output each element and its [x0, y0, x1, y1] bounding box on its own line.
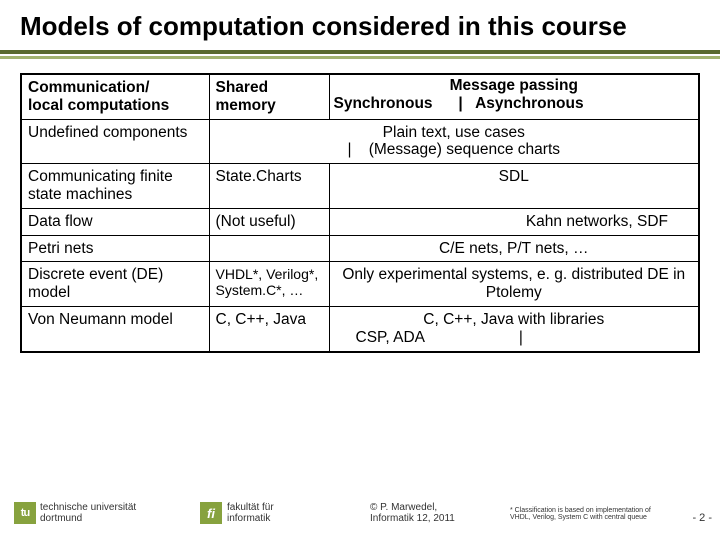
msg-sync: Synchronous — [334, 95, 433, 112]
tu-logo-icon: tu — [14, 502, 36, 524]
cell-r4c0: Petri nets — [21, 235, 209, 262]
cell-r5c0: Discrete event (DE) model — [21, 262, 209, 307]
cell-r0c1: Shared memory — [209, 74, 329, 119]
fi-text-line2: informatik — [227, 513, 274, 524]
footnote-line1: * Classification is based on implementat… — [510, 507, 680, 515]
msg-sep: | — [458, 95, 462, 112]
cell-r3c0: Data flow — [21, 208, 209, 235]
table-row: Von Neumann model C, C++, Java C, C++, J… — [21, 307, 699, 352]
table-row: Communicating finite state machines Stat… — [21, 164, 699, 209]
cell-r0c0: Communication/ local computations — [21, 74, 209, 119]
copyright-line1: © P. Marwedel, — [370, 502, 455, 513]
r1-line2: | (Message) sequence charts — [216, 141, 693, 159]
r1-line1: Plain text, use cases — [216, 124, 693, 142]
page-number: - 2 - — [692, 512, 712, 524]
title-rule-dark — [0, 50, 720, 54]
copyright-line2: Informatik 12, 2011 — [370, 513, 455, 524]
msg-passing-sub: Synchronous | Asynchronous — [330, 95, 699, 115]
fi-logo-text: fakultät für informatik — [227, 502, 274, 524]
fi-text-line1: fakultät für — [227, 502, 274, 513]
tu-text-line1: technische universität — [40, 502, 136, 513]
table-row: Discrete event (DE) model VHDL*, Verilog… — [21, 262, 699, 307]
fi-logo-icon: fi — [200, 502, 222, 524]
copyright: © P. Marwedel, Informatik 12, 2011 — [370, 502, 455, 524]
r6c2-line2: CSP, ADA | — [336, 329, 693, 347]
r6c2-line1: C, C++, Java with libraries — [336, 311, 693, 329]
footnote: * Classification is based on implementat… — [510, 507, 680, 522]
cell-r2c2: SDL — [329, 164, 699, 209]
table-row: Petri nets C/E nets, P/T nets, … — [21, 235, 699, 262]
cell-r2c0: Communicating finite state machines — [21, 164, 209, 209]
slide-title: Models of computation considered in this… — [0, 0, 720, 50]
table-row: Undefined components Plain text, use cas… — [21, 119, 699, 164]
cell-r0c2: Message passing Synchronous | Asynchrono… — [329, 74, 699, 119]
cell-r5c1: VHDL*, Verilog*, System.C*, … — [209, 262, 329, 307]
cell-r3c2: Kahn networks, SDF — [329, 208, 699, 235]
fi-logo: fi fakultät für informatik — [200, 502, 274, 524]
models-table: Communication/ local computations Shared… — [20, 73, 700, 353]
footnote-line2: VHDL, Verilog, System C with central que… — [510, 514, 680, 522]
cell-r4c1 — [209, 235, 329, 262]
tu-logo-text: technische universität dortmund — [40, 502, 136, 524]
footer: tu technische universität dortmund fi fa… — [0, 484, 720, 534]
cell-r6c2: C, C++, Java with libraries CSP, ADA | — [329, 307, 699, 352]
msg-async: Asynchronous — [475, 95, 584, 112]
table-row: Communication/ local computations Shared… — [21, 74, 699, 119]
table-row: Data flow (Not useful) Kahn networks, SD… — [21, 208, 699, 235]
cell-r4c2: C/E nets, P/T nets, … — [329, 235, 699, 262]
cell-r6c1: C, C++, Java — [209, 307, 329, 352]
cell-r1c12: Plain text, use cases | (Message) sequen… — [209, 119, 699, 164]
cell-r5c2: Only experimental systems, e. g. distrib… — [329, 262, 699, 307]
cell-r3c1: (Not useful) — [209, 208, 329, 235]
cell-r6c0: Von Neumann model — [21, 307, 209, 352]
cell-r1c0: Undefined components — [21, 119, 209, 164]
tu-logo: tu technische universität dortmund — [14, 502, 136, 524]
cell-r2c1: State.Charts — [209, 164, 329, 209]
msg-passing-header: Message passing — [330, 75, 699, 95]
tu-text-line2: dortmund — [40, 513, 136, 524]
